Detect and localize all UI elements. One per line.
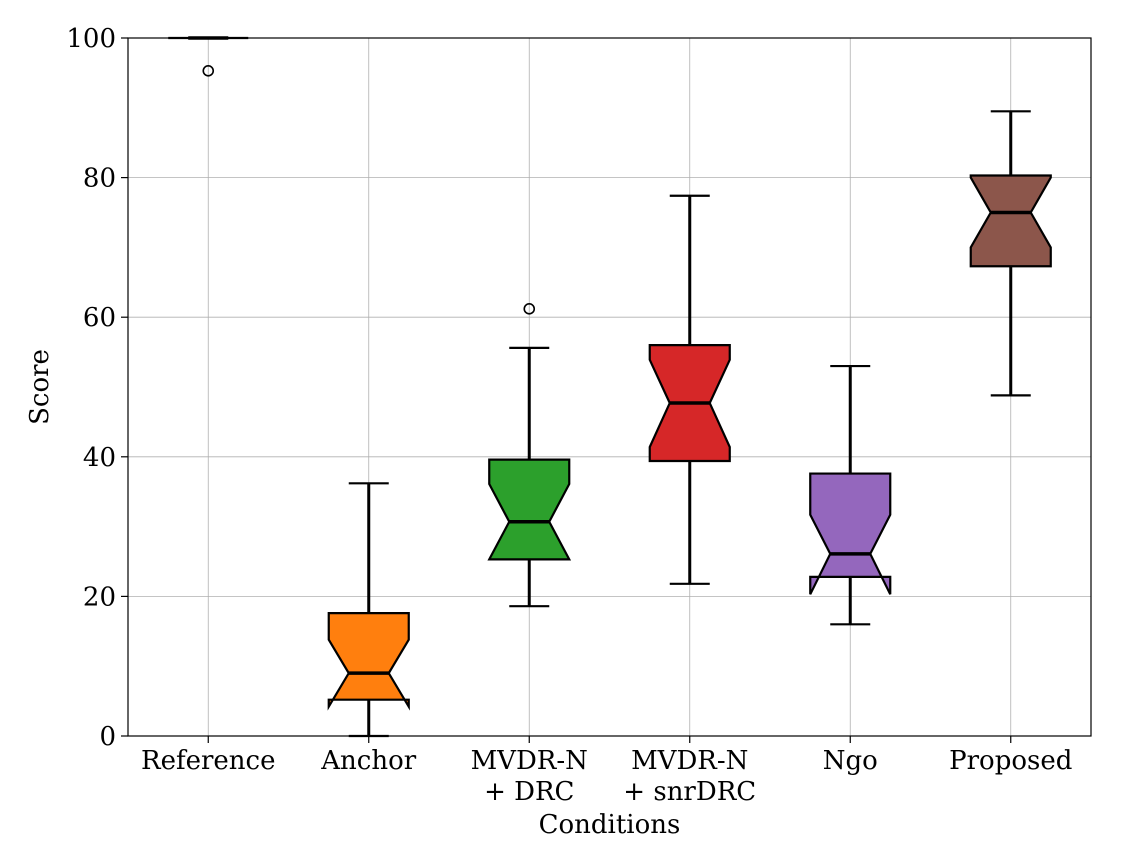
x-tick-label: Reference xyxy=(141,746,275,776)
boxes-layer xyxy=(168,36,1052,738)
box-group xyxy=(327,482,410,738)
box-group xyxy=(487,303,572,608)
box-body xyxy=(969,174,1052,268)
y-tick-label: 20 xyxy=(83,582,116,612)
y-tick-label: 100 xyxy=(66,24,116,54)
y-axis-ticks: 0 20 40 60 80 100 xyxy=(66,24,128,752)
box-body xyxy=(809,472,892,595)
x-tick-label: MVDR-N + snrDRC xyxy=(623,746,756,807)
grid-lines xyxy=(128,37,1091,737)
x-axis-ticks: Reference Anchor MVDR-N + DRC MVDR-N + snrDRC… xyxy=(141,736,1072,807)
box-group xyxy=(969,110,1052,397)
x-tick-label: Ngo xyxy=(823,746,878,776)
box-body xyxy=(487,458,572,561)
box-group xyxy=(648,194,731,585)
outlier-point xyxy=(202,65,215,77)
box-body xyxy=(327,612,410,711)
y-tick-label: 40 xyxy=(83,443,116,473)
y-tick-label: 80 xyxy=(83,164,116,194)
y-axis-label: Score xyxy=(25,349,55,425)
box-group xyxy=(809,364,892,626)
y-tick-label: 0 xyxy=(99,722,116,752)
plot-area-frame xyxy=(127,37,1092,737)
x-tick-label: MVDR-N + DRC xyxy=(471,746,588,807)
y-tick-label: 60 xyxy=(83,303,116,333)
x-tick-label: Proposed xyxy=(949,746,1072,776)
x-tick-label: Anchor xyxy=(320,746,416,776)
x-axis-label: Conditions xyxy=(539,810,681,840)
outlier-point xyxy=(523,303,536,315)
